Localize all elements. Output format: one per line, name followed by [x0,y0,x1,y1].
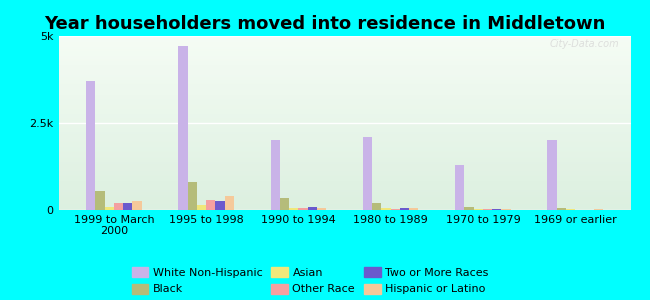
Bar [270,140,280,210]
Bar [492,209,501,210]
Bar [465,206,474,210]
Bar [483,209,492,210]
Bar [556,208,566,210]
Bar [363,137,372,210]
Bar [391,209,400,210]
Bar [547,140,556,210]
Bar [206,200,215,210]
Bar [224,196,234,210]
Bar [409,208,419,210]
Bar [133,201,142,210]
Bar [317,208,326,210]
Bar [455,165,465,210]
Bar [307,206,317,210]
Bar [215,201,224,210]
Bar [501,209,510,210]
Bar [593,209,603,210]
Bar [188,182,197,210]
Bar [566,209,575,210]
Bar [96,191,105,210]
Bar [474,209,483,210]
Bar [86,81,96,210]
Bar [298,208,307,210]
Bar [400,208,409,210]
Bar [382,208,391,210]
Bar [289,208,298,210]
Bar [197,205,206,210]
Bar [179,46,188,210]
Bar [372,203,382,210]
Bar [105,206,114,210]
Text: City-Data.com: City-Data.com [549,40,619,50]
Text: Year householders moved into residence in Middletown: Year householders moved into residence i… [44,15,606,33]
Bar [280,198,289,210]
Legend: White Non-Hispanic, Black, Asian, Other Race, Two or More Races, Hispanic or Lat: White Non-Hispanic, Black, Asian, Other … [131,267,519,294]
Bar [123,203,133,210]
Bar [114,203,123,210]
